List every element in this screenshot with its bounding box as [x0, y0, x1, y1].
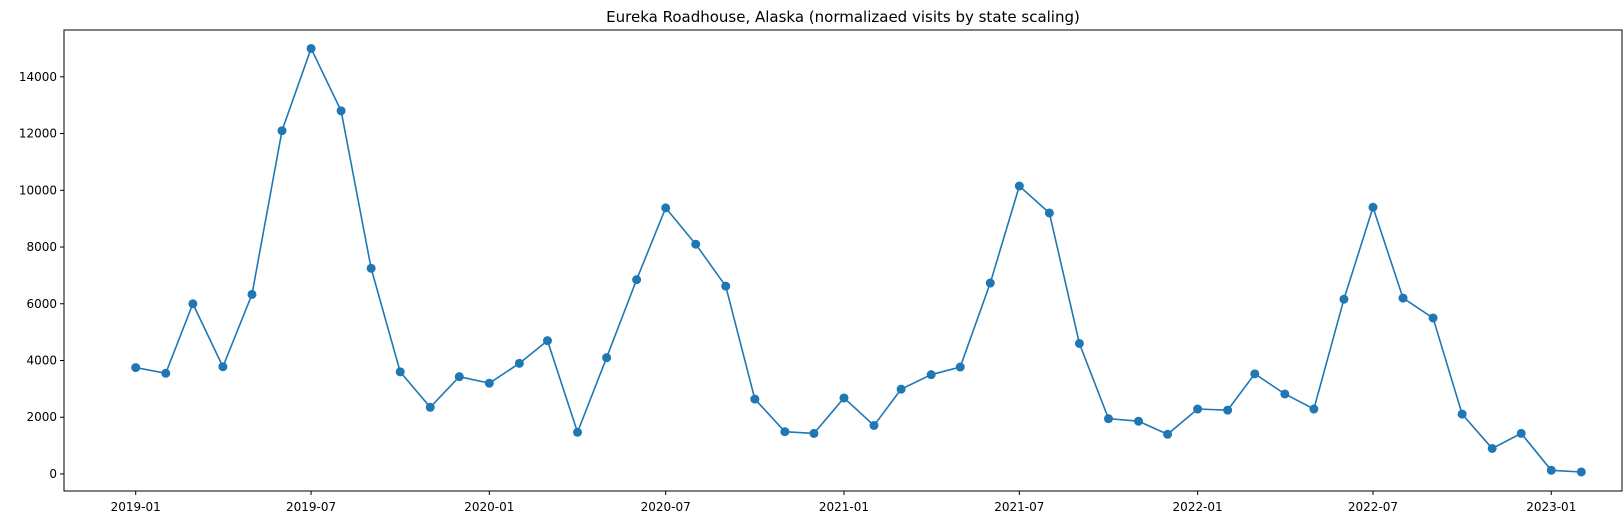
data-point: [985, 278, 995, 288]
x-tick-label: 2019-01: [111, 500, 161, 514]
data-point: [1487, 443, 1497, 453]
data-point: [306, 43, 316, 53]
data-point: [721, 281, 731, 291]
y-tick-label: 14000: [19, 70, 57, 84]
x-tick-label: 2023-01: [1526, 500, 1576, 514]
data-point: [1134, 416, 1144, 426]
data-point: [750, 394, 760, 404]
data-point: [1309, 404, 1319, 414]
x-tick-label: 2021-01: [819, 500, 869, 514]
data-point: [1193, 404, 1203, 414]
data-point: [161, 368, 171, 378]
y-tick-label: 4000: [26, 354, 57, 368]
data-point: [1546, 465, 1556, 475]
y-tick-label: 6000: [26, 297, 57, 311]
data-point: [1576, 467, 1586, 477]
x-tick-label: 2022-07: [1348, 500, 1398, 514]
data-point: [809, 428, 819, 438]
x-tick-label: 2020-01: [464, 500, 514, 514]
data-point: [1223, 405, 1233, 415]
y-tick-label: 0: [49, 467, 57, 481]
x-tick-label: 2022-01: [1173, 500, 1223, 514]
x-axis: 2019-01 2019-07 2020-01 2020-07 2021-01 2021-…: [111, 491, 1576, 514]
data-point: [1250, 369, 1260, 379]
data-point: [1428, 313, 1438, 323]
data-point: [661, 203, 671, 213]
data-point: [780, 427, 790, 437]
data-point: [1280, 389, 1290, 399]
data-point: [839, 393, 849, 403]
x-tick-label: 2019-07: [286, 500, 336, 514]
data-point: [188, 299, 198, 309]
chart-title: Eureka Roadhouse, Alaska (normalizaed vi…: [606, 8, 1080, 26]
data-point: [247, 289, 257, 299]
data-point: [131, 363, 141, 373]
y-tick-label: 2000: [26, 410, 57, 424]
data-point: [602, 353, 612, 363]
data-point: [1074, 338, 1084, 348]
data-point: [542, 336, 552, 346]
data-point: [1457, 409, 1467, 419]
data-point: [1014, 181, 1024, 191]
data-point: [336, 106, 346, 116]
data-point: [1103, 414, 1113, 424]
data-point: [277, 126, 287, 136]
data-point: [1398, 293, 1408, 303]
data-point: [454, 372, 464, 382]
data-point: [632, 275, 642, 285]
x-tick-label: 2020-07: [641, 500, 691, 514]
data-point: [514, 358, 524, 368]
data-point: [955, 362, 965, 372]
data-point: [218, 362, 228, 372]
data-point: [573, 427, 583, 437]
data-point: [395, 367, 405, 377]
y-tick-label: 12000: [19, 127, 57, 141]
data-point: [896, 384, 906, 394]
axes-frame: [63, 29, 1623, 492]
data-point: [425, 402, 435, 412]
x-tick-label: 2021-07: [994, 500, 1044, 514]
data-point: [366, 263, 376, 273]
data-point: [1044, 208, 1054, 218]
y-axis: 0 2000 4000 6000 8000 10000 12000 14000: [19, 70, 64, 481]
data-point: [1163, 429, 1173, 439]
data-point: [926, 370, 936, 380]
data-point: [691, 239, 701, 249]
data-point: [869, 420, 879, 430]
plot-area: [131, 43, 1586, 477]
y-tick-label: 10000: [19, 183, 57, 197]
series-line: [135, 46, 1582, 473]
data-point: [1368, 202, 1378, 212]
data-point: [1339, 294, 1349, 304]
data-point: [484, 378, 494, 388]
data-point: [1516, 428, 1526, 438]
y-tick-label: 8000: [26, 240, 57, 254]
